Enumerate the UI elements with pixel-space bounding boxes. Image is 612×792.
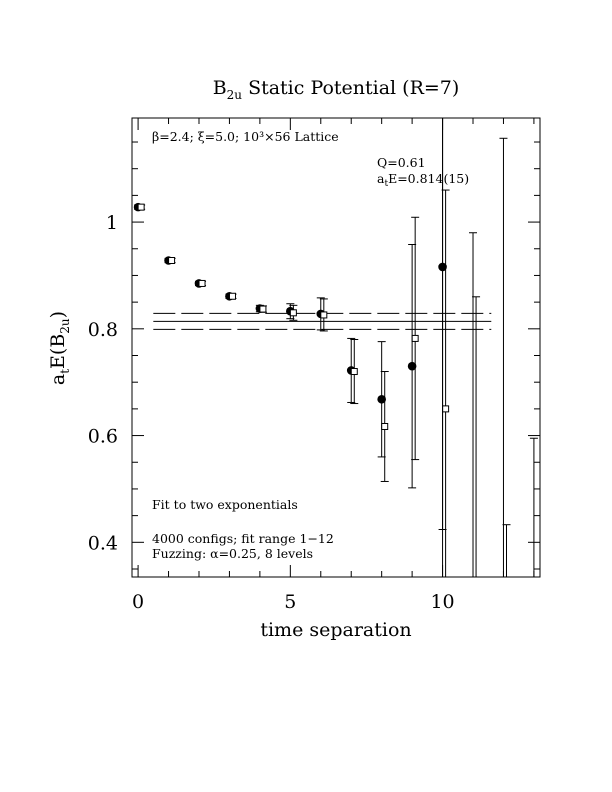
data-point-square bbox=[442, 405, 450, 413]
x-tick-label: 0 bbox=[132, 591, 144, 613]
y-tick-label: 0.4 bbox=[88, 532, 118, 554]
data-point-square bbox=[381, 422, 389, 430]
y-axis-label-end: ) bbox=[47, 311, 69, 318]
y-axis-label: atE(B2u) bbox=[47, 311, 72, 385]
energy-annotation: atE=0.814(15) bbox=[377, 171, 469, 189]
data-point-square bbox=[350, 368, 358, 376]
y-axis-label-mid: E(B bbox=[47, 334, 69, 369]
x-tick-label: 5 bbox=[284, 591, 296, 613]
configs-annotation: 4000 configs; fit range 1−12 bbox=[152, 531, 334, 546]
q-annotation: Q=0.61 bbox=[377, 155, 426, 170]
data-point-circle bbox=[377, 394, 386, 404]
data-point-square bbox=[137, 203, 145, 211]
plot-frame bbox=[131, 117, 541, 578]
axis-tick-labels: 0 5 10 0.4 0.6 0.8 1 bbox=[88, 212, 455, 613]
y-axis-label-sub-t: t bbox=[58, 369, 72, 374]
x-tick-label: 10 bbox=[430, 591, 454, 613]
chart-title-rest: Static Potential (R=7) bbox=[242, 77, 459, 99]
fuzzing-annotation: Fuzzing: α=0.25, 8 levels bbox=[152, 546, 313, 561]
data-point-square bbox=[289, 309, 297, 317]
chart-title-subscript: 2u bbox=[227, 88, 243, 102]
data-point-square bbox=[259, 305, 267, 313]
energy-annotation-sub: t bbox=[384, 179, 388, 189]
lattice-annotation: β=2.4; ξ=5.0; 10³×56 Lattice bbox=[152, 129, 339, 144]
energy-annotation-post: E=0.814(15) bbox=[388, 171, 469, 186]
data-point-circle bbox=[407, 361, 417, 371]
energy-annotation-pre: a bbox=[377, 171, 385, 186]
y-axis-label-main: a bbox=[47, 374, 69, 385]
data-point-square bbox=[168, 257, 176, 265]
fit-annotation: Fit to two exponentials bbox=[152, 497, 298, 512]
data-point-square bbox=[198, 279, 206, 287]
y-tick-label: 0.8 bbox=[88, 319, 118, 341]
y-tick-label: 0.6 bbox=[88, 426, 118, 448]
y-tick-label: 1 bbox=[106, 212, 118, 234]
data-points bbox=[133, 118, 538, 577]
x-axis-label: time separation bbox=[260, 619, 411, 641]
data-point-square bbox=[228, 292, 236, 300]
data-point-square bbox=[320, 311, 328, 319]
chart-title-main: B bbox=[213, 77, 227, 99]
chart-title: B2u Static Potential (R=7) bbox=[213, 77, 460, 102]
data-point-square bbox=[411, 334, 419, 342]
y-axis-label-sub-2u: 2u bbox=[58, 318, 72, 334]
